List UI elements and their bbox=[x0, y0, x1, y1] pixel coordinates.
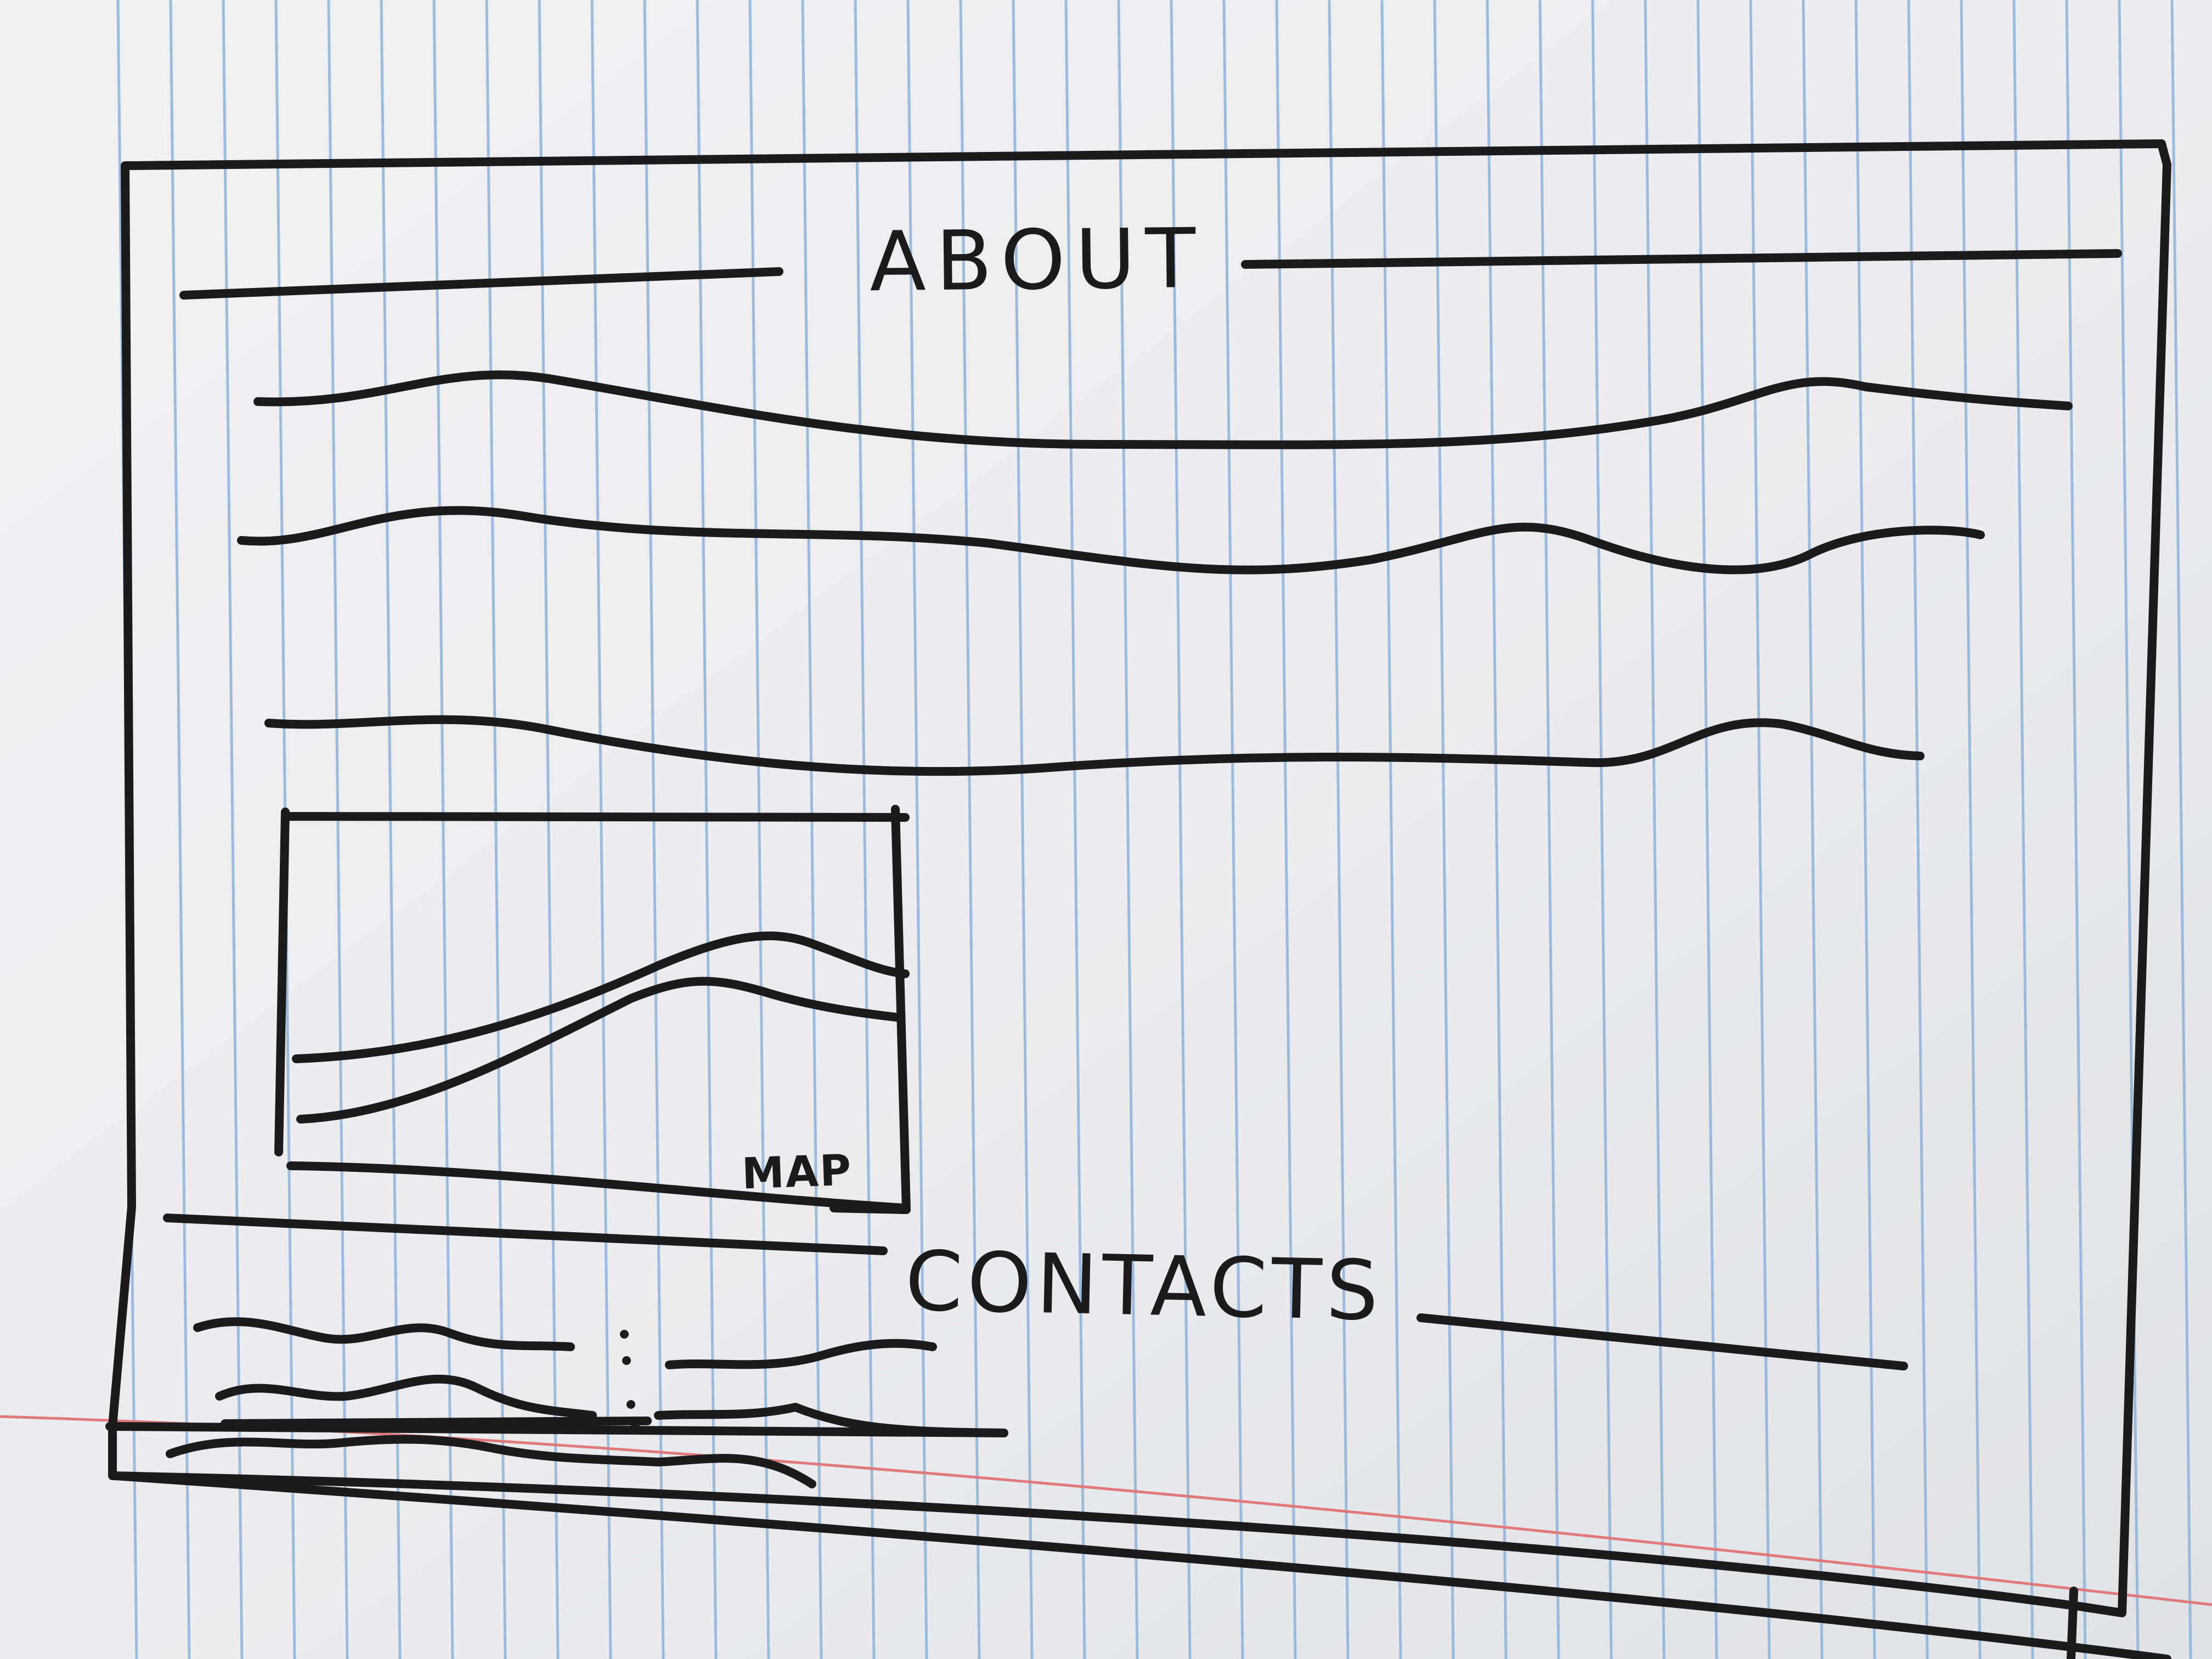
ruled-line bbox=[1907, 0, 1929, 1659]
ruled-line bbox=[1749, 0, 1771, 1659]
ruled-line bbox=[854, 0, 876, 1659]
ruled-line bbox=[1854, 0, 1876, 1659]
contact-text-line bbox=[193, 1317, 575, 1351]
ruled-line bbox=[1591, 0, 1613, 1659]
ruled-lines bbox=[116, 0, 2192, 1659]
ruled-line bbox=[1275, 0, 1297, 1659]
ruled-line bbox=[1170, 0, 1192, 1659]
map-frame-bottom bbox=[286, 1161, 910, 1212]
ruled-line bbox=[1644, 0, 1666, 1659]
ruled-line bbox=[2118, 0, 2140, 1659]
ruled-line bbox=[1696, 0, 1718, 1659]
ruled-line bbox=[906, 0, 928, 1659]
ruled-line bbox=[1222, 0, 1244, 1659]
ruled-line bbox=[1538, 0, 1560, 1659]
ruled-line bbox=[1960, 0, 1982, 1659]
contacts-header-rule-left bbox=[163, 1214, 888, 1255]
ruled-line bbox=[222, 0, 244, 1659]
ruled-line bbox=[2170, 0, 2192, 1659]
ruled-line bbox=[538, 0, 560, 1659]
ruled-line bbox=[327, 0, 349, 1659]
ruled-line bbox=[1380, 0, 1402, 1659]
ruled-line bbox=[1486, 0, 1508, 1659]
map-label: MAP bbox=[741, 1146, 853, 1199]
contact-text-line bbox=[166, 1435, 816, 1488]
ruled-line bbox=[801, 0, 823, 1659]
ruled-line bbox=[1802, 0, 1824, 1659]
map-road-line bbox=[292, 931, 910, 1063]
contacts-header-rule-right bbox=[1417, 1313, 1908, 1370]
ruled-line bbox=[959, 0, 981, 1659]
ruled-line bbox=[1328, 0, 1350, 1659]
about-text-line bbox=[237, 506, 1985, 574]
about-text-line bbox=[264, 715, 1925, 776]
ruled-line bbox=[1433, 0, 1455, 1659]
ruled-line bbox=[1012, 0, 1034, 1659]
contacts-heading: CONTACTS bbox=[904, 1233, 1384, 1340]
contact-text-line bbox=[654, 1403, 1008, 1437]
ruled-line bbox=[1064, 0, 1086, 1659]
ruled-line bbox=[169, 0, 191, 1659]
ruled-line bbox=[485, 0, 507, 1659]
about-header-rule-left bbox=[179, 267, 783, 300]
ruled-line bbox=[2012, 0, 2034, 1659]
about-text-line bbox=[253, 370, 2073, 449]
contact-separator-dots bbox=[620, 1330, 640, 1430]
contact-text-line bbox=[665, 1339, 937, 1369]
page-frame bbox=[108, 139, 2171, 1617]
contact-text-line bbox=[221, 1417, 652, 1428]
contact-text-line bbox=[215, 1374, 597, 1420]
about-header-rule-right bbox=[1241, 249, 2122, 269]
ruled-line bbox=[2065, 0, 2087, 1659]
frame-bottom-edge-line bbox=[111, 1471, 2171, 1659]
map-road-line bbox=[296, 977, 904, 1124]
about-heading: ABOUT bbox=[869, 211, 1206, 311]
ruled-line bbox=[1117, 0, 1139, 1659]
